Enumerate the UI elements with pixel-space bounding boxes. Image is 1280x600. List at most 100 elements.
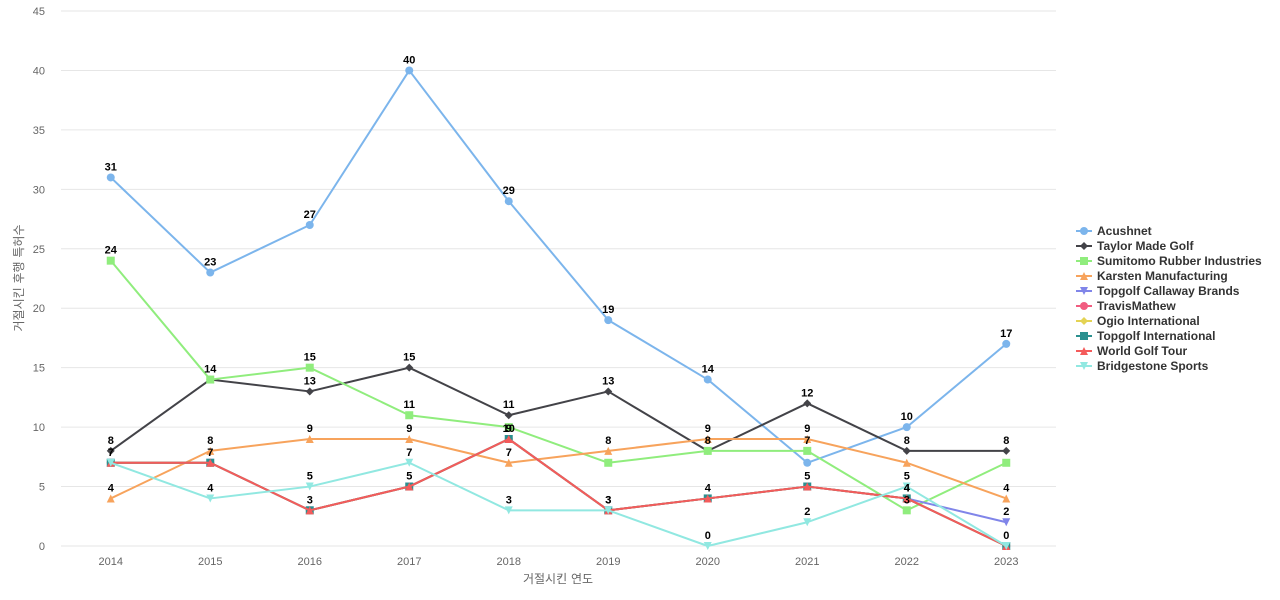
legend-marker [1080, 242, 1088, 250]
data-point [604, 387, 613, 396]
x-tick-label: 2022 [895, 556, 919, 568]
series-line [110, 461, 1007, 547]
data-point [106, 494, 115, 503]
data-point [504, 197, 513, 206]
data-point [106, 256, 115, 265]
data-point [902, 506, 911, 515]
data-label: 8 [705, 435, 711, 447]
legend-item[interactable]: Sumitomo Rubber Industries [1076, 254, 1262, 268]
legend-item[interactable]: Topgolf International [1076, 329, 1215, 343]
data-label: 7 [108, 447, 114, 459]
x-tick-label: 2016 [298, 556, 322, 568]
data-point [106, 173, 115, 182]
data-point [305, 387, 314, 396]
legend-item[interactable]: Taylor Made Golf [1076, 239, 1194, 253]
x-tick-label: 2020 [696, 556, 720, 568]
legend-item[interactable]: Acushnet [1076, 224, 1152, 238]
data-label: 11 [503, 399, 515, 411]
legend-item[interactable]: Bridgestone Sports [1076, 359, 1209, 373]
y-axis-ticks: 0 5 10 15 20 25 30 35 40 45 [33, 6, 45, 553]
data-label: 3 [307, 494, 313, 506]
series-7 [106, 435, 1011, 550]
legend-label: World Golf Tour [1097, 344, 1188, 358]
legend-label: Bridgestone Sports [1097, 359, 1209, 373]
data-point [405, 482, 414, 491]
legend-marker [1080, 332, 1088, 340]
data-label: 9 [705, 423, 711, 435]
data-label: 12 [801, 387, 813, 399]
data-point [206, 458, 215, 467]
data-label: 3 [506, 494, 512, 506]
data-point [405, 363, 414, 372]
data-label: 8 [605, 435, 611, 447]
data-point [1002, 339, 1011, 348]
data-point [604, 458, 613, 467]
series-line [110, 438, 1007, 547]
data-label: 14 [702, 364, 715, 376]
data-label: 10 [901, 411, 913, 423]
data-label: 5 [307, 471, 313, 483]
data-label: 2 [1003, 506, 1009, 518]
data-point [902, 458, 911, 467]
data-point [604, 316, 613, 325]
data-label: 7 [506, 447, 512, 459]
x-tick-label: 2023 [994, 556, 1018, 568]
data-point [504, 411, 513, 420]
data-point [1002, 494, 1011, 503]
legend-label: Karsten Manufacturing [1097, 269, 1228, 283]
data-point [206, 375, 215, 384]
data-point [1002, 458, 1011, 467]
data-point [902, 446, 911, 455]
data-point [305, 363, 314, 372]
legend-label: Topgolf Callaway Brands [1097, 284, 1240, 298]
data-label: 8 [207, 435, 213, 447]
data-label: 8 [108, 435, 114, 447]
data-point [604, 446, 613, 455]
data-point [305, 506, 314, 515]
data-label: 7 [207, 447, 213, 459]
data-point [405, 435, 414, 443]
legend-item[interactable]: World Golf Tour [1076, 344, 1188, 358]
legend-marker [1080, 227, 1088, 235]
data-label: 4 [108, 482, 115, 494]
data-point [504, 435, 513, 443]
data-point [803, 482, 812, 491]
series-line [110, 69, 1007, 464]
legend-marker [1080, 362, 1088, 370]
data-label: 13 [304, 375, 316, 387]
data-point [803, 399, 812, 408]
legend-item[interactable]: TravisMathew [1076, 299, 1176, 313]
data-label: 9 [406, 423, 412, 435]
data-label: 14 [204, 364, 217, 376]
x-axis-ticks: 2014 2015 2016 2017 2018 2019 2020 2021 2022 2023 [99, 556, 1019, 568]
legend-item[interactable]: Ogio International [1076, 314, 1200, 328]
data-point [305, 435, 314, 443]
data-label: 3 [904, 494, 910, 506]
data-point [206, 446, 215, 455]
data-point [305, 221, 314, 229]
data-label: 2 [804, 506, 810, 518]
data-label: 7 [804, 435, 810, 447]
x-axis-title: 거절시킨 연도 [523, 572, 593, 586]
y-tick-label: 35 [33, 125, 45, 137]
data-point [803, 435, 812, 443]
data-point [206, 494, 215, 503]
data-label: 10 [503, 423, 515, 435]
series-2 [106, 256, 1011, 515]
y-tick-label: 10 [33, 422, 45, 434]
data-label: 4 [904, 482, 911, 494]
legend-item[interactable]: Karsten Manufacturing [1076, 269, 1228, 283]
data-label: 3 [605, 494, 611, 506]
data-label: 4 [705, 482, 712, 494]
data-point [504, 423, 513, 432]
data-point [803, 446, 812, 455]
data-label: 27 [304, 209, 316, 221]
data-label: 0 [705, 530, 711, 542]
data-label: 0 [1003, 530, 1009, 542]
legend-item[interactable]: Topgolf Callaway Brands [1076, 284, 1240, 298]
data-label: 15 [304, 352, 316, 364]
data-label: 4 [904, 482, 911, 494]
y-axis-title: 거절시킨 후행 특허수 [11, 225, 26, 332]
data-label: 24 [105, 245, 118, 257]
legend-label: Taylor Made Golf [1097, 239, 1194, 253]
